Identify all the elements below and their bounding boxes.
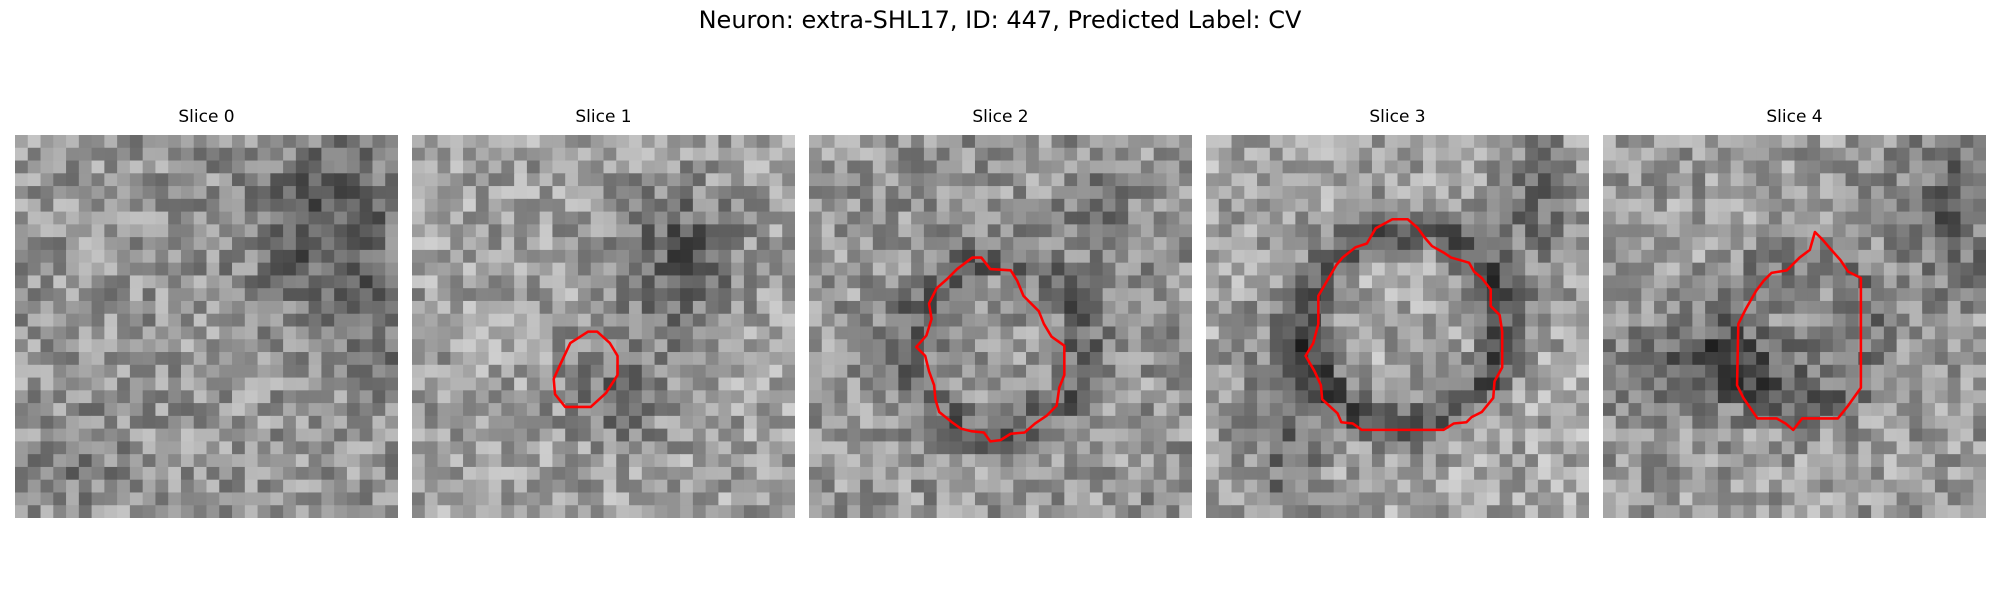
grayscale-cells: [15, 135, 398, 518]
grayscale-cells: [1603, 135, 1986, 518]
cell-contour: [552, 330, 619, 409]
slice-title: Slice 2: [972, 107, 1029, 127]
slice-image: [1206, 135, 1589, 518]
grayscale-cells: [809, 135, 1192, 518]
slice-panel-2: Slice 2: [809, 107, 1192, 519]
cell-contour: [1735, 230, 1863, 432]
slice-image: [1603, 135, 1986, 518]
slice-image: [15, 135, 398, 518]
grayscale-cells: [1206, 135, 1589, 518]
slice-panel-0: Slice 0: [15, 107, 398, 519]
slice-image: [809, 135, 1192, 518]
cell-contour: [1304, 217, 1504, 432]
slice-image: [412, 135, 795, 518]
grayscale-cells: [412, 135, 795, 518]
slice-title: Slice 4: [1766, 107, 1823, 127]
slice-panel-4: Slice 4: [1603, 107, 1986, 519]
slice-panel-1: Slice 1: [412, 107, 795, 519]
figure-title: Neuron: extra-SHL17, ID: 447, Predicted …: [698, 6, 1302, 34]
slice-title: Slice 1: [575, 107, 632, 127]
slice-panel-3: Slice 3: [1206, 107, 1589, 519]
slice-title: Slice 0: [178, 107, 235, 127]
slice-title: Slice 3: [1369, 107, 1426, 127]
cell-contour: [914, 256, 1066, 443]
